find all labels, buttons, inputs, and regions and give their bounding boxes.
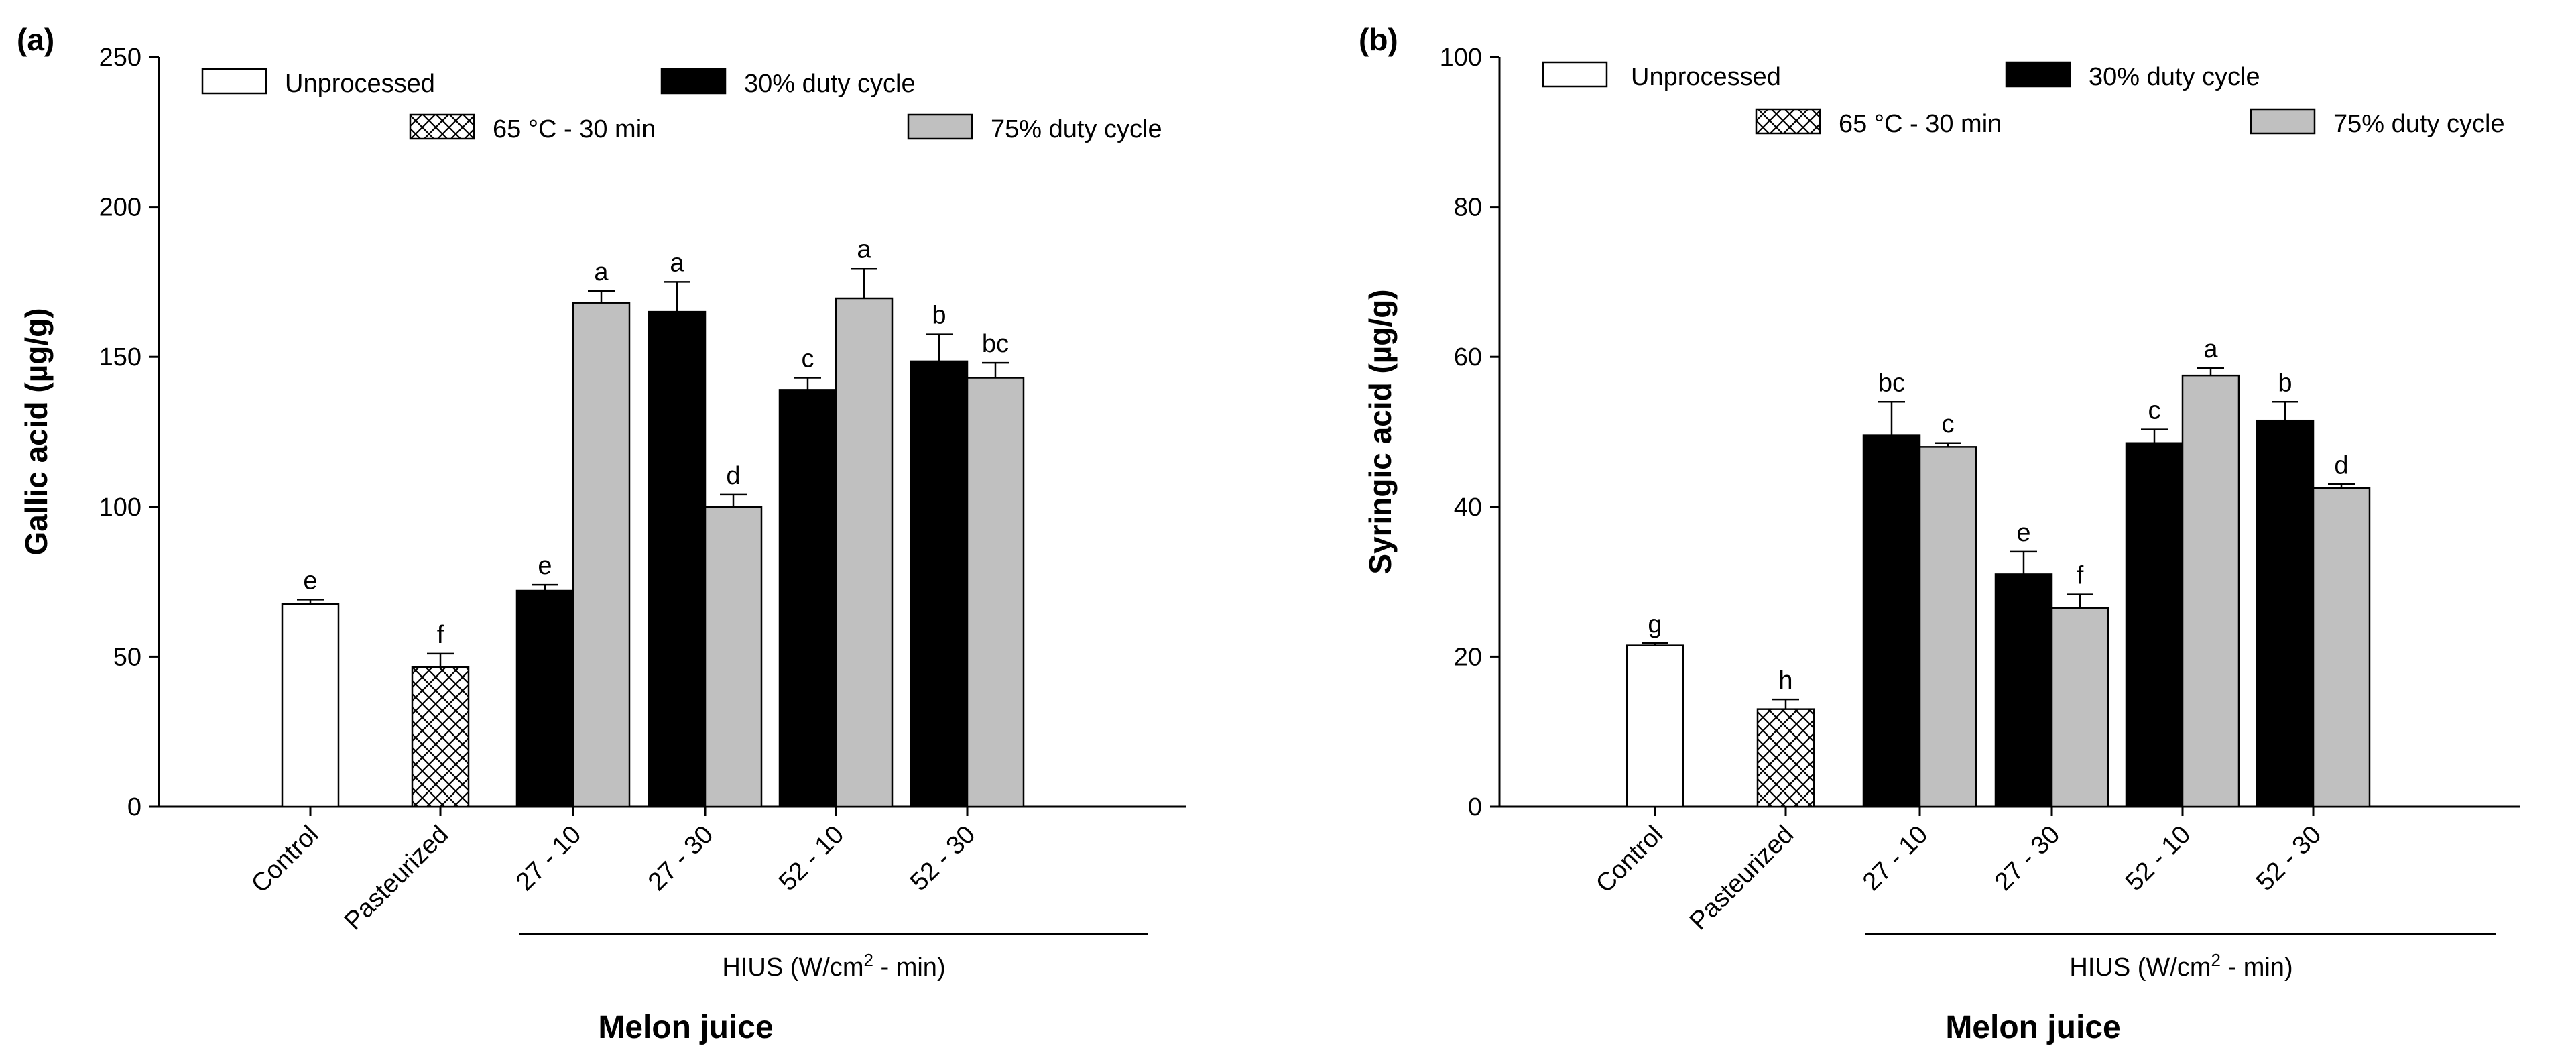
significance-letter: e — [538, 552, 552, 580]
bar-black-4 — [2125, 442, 2184, 808]
y-tick-label: 80 — [1454, 194, 1482, 222]
bar-gray-5 — [966, 377, 1025, 808]
significance-letter: g — [1648, 610, 1662, 638]
significance-letter: bc — [1878, 369, 1905, 397]
legend-swatch-duty30 — [2005, 61, 2071, 88]
bar-black-4 — [778, 389, 837, 808]
significance-letter: b — [932, 302, 946, 330]
bar-black-3 — [648, 310, 707, 808]
x-tick-label: Pasteurized — [339, 821, 454, 936]
y-tick-label: 250 — [99, 44, 141, 72]
y-tick-label: 100 — [99, 493, 141, 522]
bar-gray-2 — [572, 302, 631, 808]
significance-letter: d — [2334, 451, 2348, 479]
legend-label-unprocessed: Unprocessed — [285, 70, 435, 98]
hius-label-suffix: - min) — [873, 953, 946, 982]
hius-label-prefix: HIUS (W/cm — [722, 953, 863, 982]
significance-letter: bc — [982, 330, 1009, 358]
significance-letter: c — [802, 345, 814, 373]
significance-letter: f — [2077, 562, 2084, 590]
x-tick-label: Pasteurized — [1684, 821, 1800, 936]
panel-a-gallic-acid: (a) Gallic acid (µg/g) 0 50 100 150 200 250 Unpr… — [17, 22, 1186, 1045]
hius-label-sup: 2 — [2211, 950, 2220, 970]
bar-gray-4 — [835, 297, 894, 808]
y-axis-title: Syringic acid (µg/g) — [1363, 289, 1398, 574]
bar-black-2 — [515, 589, 574, 808]
y-axis-title: Gallic acid (µg/g) — [19, 308, 54, 555]
legend-swatch-unprocessed — [1542, 61, 1608, 88]
hius-group-label: HIUS (W/cm2 - min) — [2069, 950, 2292, 982]
hius-label-suffix: - min) — [2221, 953, 2293, 982]
significance-letter: a — [2203, 335, 2218, 363]
significance-letter: a — [670, 249, 684, 277]
y-tick-label: 40 — [1454, 493, 1482, 522]
legend-label-unprocessed: Unprocessed — [1631, 63, 1781, 91]
legend-label-pasteurized: 65 °C - 30 min — [1839, 110, 2002, 138]
panel-label: (a) — [17, 22, 54, 57]
x-tick-label: 52 - 10 — [2120, 821, 2196, 896]
significance-letter: h — [1778, 666, 1792, 695]
panel-b-syringic-acid: (b) Syringic acid (µg/g) 0 20 40 60 80 100 Unpro… — [1359, 22, 2520, 1045]
legend-swatch-pasteurized — [1755, 108, 1821, 135]
legend-swatch-pasteurized — [409, 113, 475, 140]
x-axis-title: Melon juice — [598, 1010, 773, 1045]
x-tick-label: Control — [246, 821, 324, 898]
legend-label-duty75: 75% duty cycle — [991, 115, 1162, 143]
bar-black-3 — [1994, 573, 2053, 808]
legend-label-duty30: 30% duty cycle — [744, 70, 916, 98]
y-tick-label: 0 — [127, 793, 141, 821]
y-tick-label: 150 — [99, 343, 141, 371]
legend-label-duty75: 75% duty cycle — [2333, 110, 2505, 138]
significance-letter: e — [2016, 519, 2030, 547]
y-tick-label: 100 — [1440, 44, 1482, 72]
significance-letter: d — [726, 462, 740, 490]
legend-label-pasteurized: 65 °C - 30 min — [493, 115, 656, 143]
significance-letter: c — [1942, 410, 1955, 438]
significance-letter: c — [2148, 397, 2161, 425]
bar-black-2 — [1862, 434, 1921, 808]
panel-label: (b) — [1359, 22, 1398, 57]
y-tick-label: 60 — [1454, 343, 1482, 371]
y-tick-label: 20 — [1454, 643, 1482, 671]
bar-black-5 — [2256, 419, 2315, 808]
x-tick-label: 27 - 10 — [1857, 821, 1933, 896]
significance-letter: b — [2278, 369, 2292, 397]
bar-gray-4 — [2181, 374, 2240, 808]
y-tick-label: 50 — [113, 643, 141, 671]
legend-swatch-unprocessed — [201, 68, 267, 95]
legend-swatch-duty75 — [2250, 108, 2316, 135]
hius-group-label: HIUS (W/cm2 - min) — [722, 950, 945, 982]
x-tick-label: 27 - 30 — [643, 821, 719, 896]
y-tick-label: 200 — [99, 194, 141, 222]
x-tick-label: 52 - 30 — [2251, 821, 2327, 896]
hius-label-prefix: HIUS (W/cm — [2069, 953, 2211, 982]
significance-letter: a — [594, 258, 609, 286]
bar-black-5 — [910, 360, 969, 808]
bar-white-0 — [281, 603, 340, 808]
legend-swatch-duty75 — [907, 113, 973, 140]
bar-gray-5 — [2312, 487, 2371, 808]
bar-gray-3 — [2050, 607, 2109, 808]
significance-letter: e — [303, 567, 317, 595]
x-tick-label: Control — [1591, 821, 1668, 898]
bar-gray-3 — [704, 506, 763, 808]
x-axis-title: Melon juice — [1945, 1010, 2120, 1045]
bar-white-0 — [1626, 644, 1684, 808]
x-tick-label: 52 - 10 — [774, 821, 849, 896]
significance-letter: f — [437, 621, 444, 649]
legend-swatch-duty30 — [660, 68, 727, 95]
x-tick-label: 27 - 30 — [1989, 821, 2065, 896]
bar-hatch-1 — [411, 666, 470, 808]
x-tick-label: 52 - 30 — [905, 821, 981, 896]
y-tick-label: 0 — [1468, 793, 1482, 821]
legend-label-duty30: 30% duty cycle — [2089, 63, 2260, 91]
significance-letter: a — [857, 235, 871, 263]
bar-gray-2 — [1918, 446, 1977, 808]
hius-label-sup: 2 — [863, 950, 873, 970]
bar-hatch-1 — [1756, 708, 1815, 808]
x-tick-label: 27 - 10 — [511, 821, 587, 896]
